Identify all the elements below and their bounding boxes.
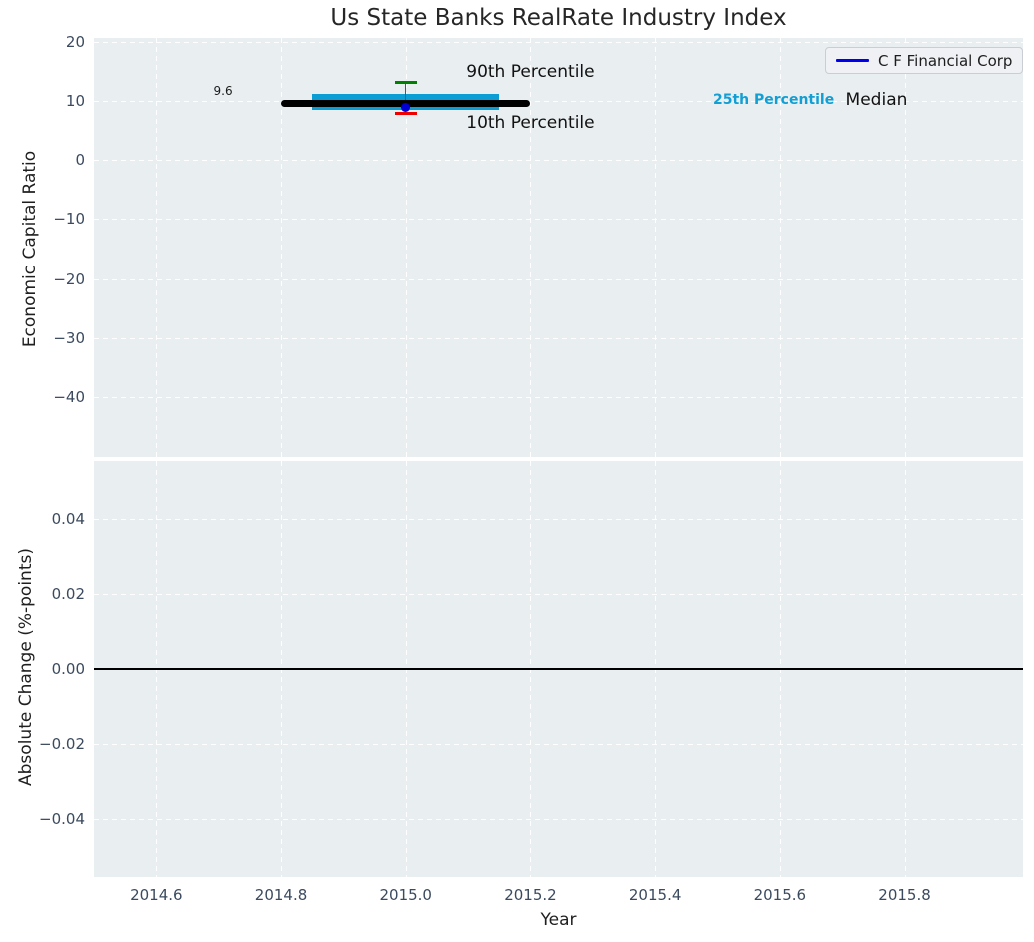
x-tick-label: 2014.8 <box>254 886 308 904</box>
annotation-p25-label: 25th Percentile <box>712 92 835 109</box>
annotation-p10-label: 10th Percentile <box>466 112 595 133</box>
y-axis-label-top: Economic Capital Ratio <box>20 150 40 348</box>
chart-title: Us State Banks RealRate Industry Index <box>330 5 787 31</box>
y-tick-label: −40 <box>53 388 85 407</box>
annotation-p90-label: 90th Percentile <box>466 61 595 82</box>
p10-cap <box>394 112 417 116</box>
gridline-horizontal <box>94 219 1023 221</box>
y-tick-label: 20 <box>65 32 85 51</box>
top-plot-area: 9.6 90th Percentile 10th Percentile 25th Pe… <box>94 38 1023 457</box>
y-tick-label: −0.02 <box>39 734 85 753</box>
p90-cap <box>394 80 417 84</box>
x-tick-label: 2015.8 <box>878 886 931 904</box>
y-tick-label: 10 <box>65 91 85 110</box>
legend: C F Financial Corp <box>825 47 1024 74</box>
bottom-plot-area <box>94 461 1023 877</box>
gridline-horizontal <box>94 160 1023 162</box>
y-tick-label: −0.04 <box>39 809 85 828</box>
y-tick-label: 0.04 <box>51 510 85 529</box>
x-axis-label: Year <box>540 910 577 930</box>
gridline-vertical <box>281 38 283 457</box>
company-dot <box>401 102 411 112</box>
y-tick-label: 0 <box>75 151 85 170</box>
gridline-vertical <box>156 38 158 457</box>
gridline-horizontal <box>94 818 1023 820</box>
gridline-vertical <box>405 38 407 457</box>
gridline-horizontal <box>94 519 1023 521</box>
y-tick-label: −30 <box>53 328 85 347</box>
x-tick-label: 2014.6 <box>130 886 183 904</box>
annotation-median-label: Median <box>845 90 908 111</box>
gridline-horizontal <box>94 278 1023 280</box>
x-tick-label: 2015.0 <box>379 886 432 904</box>
zero-line <box>94 668 1023 670</box>
gridline-vertical <box>530 38 532 457</box>
y-tick-label: −20 <box>53 269 85 288</box>
gridline-horizontal <box>94 100 1023 102</box>
gridline-horizontal <box>94 594 1023 596</box>
y-tick-label: 0.02 <box>51 585 85 604</box>
y-tick-label: −10 <box>53 210 85 229</box>
x-tick-label: 2015.6 <box>753 886 807 904</box>
legend-line-sample <box>836 59 869 62</box>
y-axis-label-bottom: Absolute Change (%-points) <box>16 548 36 786</box>
legend-label: C F Financial Corp <box>878 51 1013 70</box>
gridline-horizontal <box>94 743 1023 745</box>
gridline-vertical <box>779 38 781 457</box>
x-tick-label: 2015.2 <box>504 886 557 904</box>
gridline-vertical <box>904 38 906 457</box>
gridline-vertical <box>655 38 657 457</box>
gridline-horizontal <box>94 337 1023 339</box>
annotation-median-value: 9.6 <box>213 84 233 99</box>
y-tick-label: 0.00 <box>51 660 85 678</box>
gridline-horizontal <box>94 397 1023 399</box>
x-tick-label: 2015.4 <box>628 886 682 904</box>
gridline-horizontal <box>94 41 1023 43</box>
percentile-whisker <box>404 82 407 108</box>
